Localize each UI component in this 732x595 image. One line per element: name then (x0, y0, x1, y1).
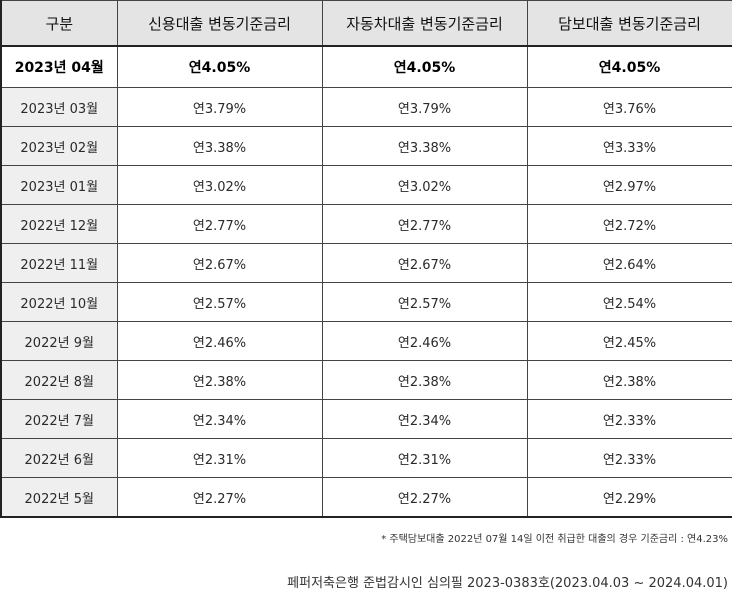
footnote: * 주택담보대출 2022년 07월 14일 이전 취급한 대출의 경우 기준금… (381, 534, 728, 545)
auto-rate-cell: 연2.46% (321, 321, 528, 361)
auto-rate-cell: 연2.38% (321, 360, 528, 400)
mortgage-rate-cell: 연3.33% (526, 126, 732, 166)
mortgage-rate-cell: 연2.45% (526, 321, 732, 361)
auto-rate-cell: 연3.02% (321, 165, 528, 205)
auto-rate-cell: 연3.38% (321, 126, 528, 166)
period-cell: 2022년 5월 (0, 477, 118, 518)
auto-rate-cell: 연2.27% (321, 477, 528, 518)
auto-rate-cell: 연2.31% (321, 438, 528, 478)
credit-rate-cell: 연2.27% (116, 477, 323, 518)
period-cell: 2023년 01월 (0, 165, 118, 205)
auto-rate-cell: 연4.05% (321, 45, 528, 88)
mortgage-rate-cell: 연2.72% (526, 204, 732, 244)
mortgage-rate-cell: 연2.29% (526, 477, 732, 518)
credit-rate-cell: 연4.05% (116, 45, 323, 88)
compliance-deliberation-notice: 페퍼저축은행 준법감시인 심의필 2023-0383호(2023.04.03 ~… (287, 576, 728, 591)
period-cell: 2022년 7월 (0, 399, 118, 439)
mortgage-rate-cell: 연2.54% (526, 282, 732, 322)
mortgage-rate-cell: 연2.64% (526, 243, 732, 283)
table-header-row: 구분 신용대출 변동기준금리 자동차대출 변동기준금리 담보대출 변동기준금리 (0, 0, 732, 47)
period-cell: 2023년 04월 (0, 45, 118, 88)
mortgage-rate-cell: 연2.97% (526, 165, 732, 205)
period-cell: 2022년 12월 (0, 204, 118, 244)
table-row: 2022년 7월 연2.34% 연2.34% 연2.33% (0, 399, 732, 439)
credit-rate-cell: 연2.57% (116, 282, 323, 322)
table-row: 2022년 10월 연2.57% 연2.57% 연2.54% (0, 282, 732, 322)
table-row: 2022년 6월 연2.31% 연2.31% 연2.33% (0, 438, 732, 478)
table-row: 2022년 5월 연2.27% 연2.27% 연2.29% (0, 477, 732, 518)
table-row: 2023년 01월 연3.02% 연3.02% 연2.97% (0, 165, 732, 205)
auto-rate-cell: 연2.67% (321, 243, 528, 283)
auto-rate-cell: 연2.34% (321, 399, 528, 439)
table-row: 2023년 03월 연3.79% 연3.79% 연3.76% (0, 87, 732, 127)
auto-rate-cell: 연3.79% (321, 87, 528, 127)
mortgage-rate-cell: 연4.05% (526, 45, 732, 88)
table-row: 2022년 11월 연2.67% 연2.67% 연2.64% (0, 243, 732, 283)
table-row: 2022년 8월 연2.38% 연2.38% 연2.38% (0, 360, 732, 400)
table-row: 2023년 04월 연4.05% 연4.05% 연4.05% (0, 45, 732, 88)
credit-rate-cell: 연2.77% (116, 204, 323, 244)
mortgage-rate-cell: 연2.38% (526, 360, 732, 400)
mortgage-rate-cell: 연2.33% (526, 438, 732, 478)
period-cell: 2022년 6월 (0, 438, 118, 478)
header-auto-loan-rate: 자동차대출 변동기준금리 (321, 0, 528, 47)
header-credit-loan-rate: 신용대출 변동기준금리 (116, 0, 323, 47)
credit-rate-cell: 연3.38% (116, 126, 323, 166)
credit-rate-cell: 연3.79% (116, 87, 323, 127)
credit-rate-cell: 연2.67% (116, 243, 323, 283)
period-cell: 2023년 02월 (0, 126, 118, 166)
header-category: 구분 (0, 0, 118, 47)
period-cell: 2022년 10월 (0, 282, 118, 322)
period-cell: 2023년 03월 (0, 87, 118, 127)
mortgage-rate-cell: 연2.33% (526, 399, 732, 439)
table-row: 2022년 9월 연2.46% 연2.46% 연2.45% (0, 321, 732, 361)
table-row: 2023년 02월 연3.38% 연3.38% 연3.33% (0, 126, 732, 166)
credit-rate-cell: 연2.34% (116, 399, 323, 439)
credit-rate-cell: 연2.46% (116, 321, 323, 361)
auto-rate-cell: 연2.57% (321, 282, 528, 322)
credit-rate-cell: 연2.38% (116, 360, 323, 400)
rate-table: 구분 신용대출 변동기준금리 자동차대출 변동기준금리 담보대출 변동기준금리 … (0, 0, 732, 518)
credit-rate-cell: 연3.02% (116, 165, 323, 205)
table-row: 2022년 12월 연2.77% 연2.77% 연2.72% (0, 204, 732, 244)
credit-rate-cell: 연2.31% (116, 438, 323, 478)
period-cell: 2022년 8월 (0, 360, 118, 400)
period-cell: 2022년 9월 (0, 321, 118, 361)
auto-rate-cell: 연2.77% (321, 204, 528, 244)
header-mortgage-loan-rate: 담보대출 변동기준금리 (526, 0, 732, 47)
period-cell: 2022년 11월 (0, 243, 118, 283)
mortgage-rate-cell: 연3.76% (526, 87, 732, 127)
